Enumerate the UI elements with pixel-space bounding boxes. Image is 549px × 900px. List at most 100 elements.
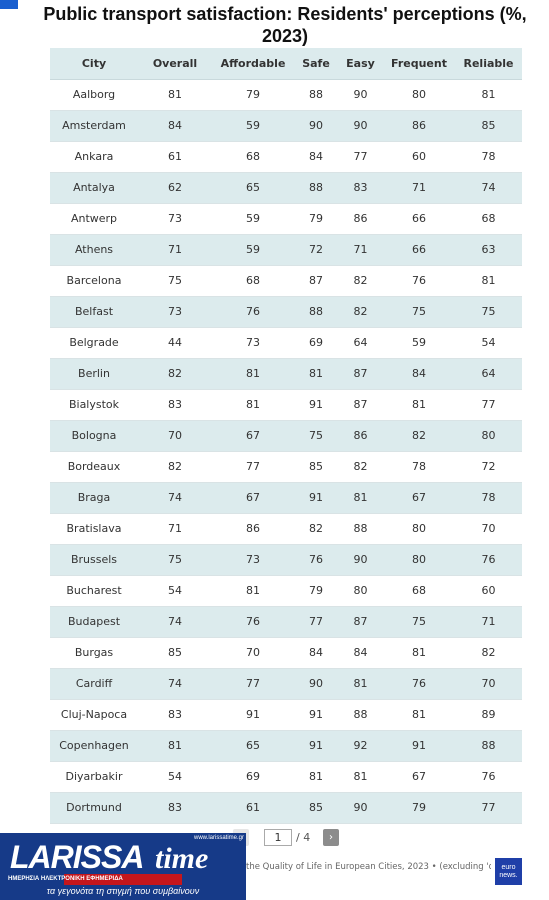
cell-city: Barcelona (50, 265, 138, 297)
cell-reliable: 82 (455, 637, 522, 669)
table-row: Belgrade 44 73 69 64 59 54 (50, 327, 522, 359)
cell-overall: 71 (138, 234, 212, 266)
column-header-affordable[interactable]: Affordable (212, 48, 294, 80)
cell-reliable: 54 (455, 327, 522, 359)
source-note: the Quality of Life in European Cities, … (246, 862, 491, 872)
cell-safe: 88 (294, 172, 338, 204)
satisfaction-table: City Overall Affordable Safe Easy Freque… (50, 48, 522, 824)
cell-easy: 77 (338, 141, 383, 173)
cell-overall: 83 (138, 699, 212, 731)
cell-safe: 75 (294, 420, 338, 452)
cell-city: Burgas (50, 637, 138, 669)
table-row: Bologna 70 67 75 86 82 80 (50, 420, 522, 452)
cell-frequent: 67 (383, 482, 455, 514)
cell-easy: 71 (338, 234, 383, 266)
cell-frequent: 80 (383, 544, 455, 576)
column-header-city[interactable]: City (50, 48, 138, 80)
cell-affordable: 81 (212, 575, 294, 607)
cell-affordable: 59 (212, 110, 294, 142)
column-header-overall[interactable]: Overall (138, 48, 212, 80)
column-header-reliable[interactable]: Reliable (455, 48, 522, 80)
cell-reliable: 81 (455, 265, 522, 297)
cell-reliable: 78 (455, 141, 522, 173)
cell-easy: 87 (338, 606, 383, 638)
cell-safe: 69 (294, 327, 338, 359)
table-row: Diyarbakir 54 69 81 81 67 76 (50, 761, 522, 793)
column-header-frequent[interactable]: Frequent (383, 48, 455, 80)
cell-city: Aalborg (50, 79, 138, 111)
next-page-button[interactable]: › (323, 829, 339, 846)
table-row: Berlin 82 81 81 87 84 64 (50, 358, 522, 390)
cell-affordable: 73 (212, 544, 294, 576)
table-row: Cluj-Napoca 83 91 91 88 81 89 (50, 699, 522, 731)
cell-frequent: 81 (383, 699, 455, 731)
cell-easy: 86 (338, 420, 383, 452)
cell-affordable: 76 (212, 296, 294, 328)
cell-reliable: 76 (455, 761, 522, 793)
page-number-input[interactable] (264, 829, 292, 846)
table-row: Aalborg 81 79 88 90 80 81 (50, 79, 522, 111)
cell-city: Cluj-Napoca (50, 699, 138, 731)
page-total: / 4 (296, 831, 311, 844)
cell-easy: 81 (338, 668, 383, 700)
cell-city: Antwerp (50, 203, 138, 235)
banner-wordmark: LARISSA time (10, 839, 238, 875)
cell-reliable: 85 (455, 110, 522, 142)
cell-city: Braga (50, 482, 138, 514)
cell-overall: 75 (138, 544, 212, 576)
cell-reliable: 76 (455, 544, 522, 576)
cell-frequent: 66 (383, 234, 455, 266)
cell-safe: 81 (294, 358, 338, 390)
cell-overall: 84 (138, 110, 212, 142)
cell-frequent: 86 (383, 110, 455, 142)
cell-safe: 85 (294, 451, 338, 483)
cell-overall: 82 (138, 451, 212, 483)
cell-easy: 87 (338, 358, 383, 390)
cell-affordable: 77 (212, 451, 294, 483)
cell-reliable: 71 (455, 606, 522, 638)
cell-frequent: 81 (383, 637, 455, 669)
cell-frequent: 91 (383, 730, 455, 762)
cell-city: Budapest (50, 606, 138, 638)
cell-affordable: 86 (212, 513, 294, 545)
cell-safe: 82 (294, 513, 338, 545)
cell-safe: 79 (294, 575, 338, 607)
cell-frequent: 67 (383, 761, 455, 793)
cell-overall: 81 (138, 730, 212, 762)
cell-reliable: 77 (455, 389, 522, 421)
cell-reliable: 74 (455, 172, 522, 204)
cell-overall: 83 (138, 389, 212, 421)
cell-frequent: 84 (383, 358, 455, 390)
larissatime-banner[interactable]: www.larissatime.gr LARISSA time ΗΜΕΡΗΣΙΑ… (0, 833, 246, 900)
cell-frequent: 82 (383, 420, 455, 452)
cell-overall: 81 (138, 79, 212, 111)
cell-reliable: 81 (455, 79, 522, 111)
cell-city: Bologna (50, 420, 138, 452)
cell-overall: 70 (138, 420, 212, 452)
cell-easy: 82 (338, 296, 383, 328)
cell-city: Bialystok (50, 389, 138, 421)
cell-affordable: 79 (212, 79, 294, 111)
cell-frequent: 78 (383, 451, 455, 483)
column-header-safe[interactable]: Safe (294, 48, 338, 80)
cell-city: Bucharest (50, 575, 138, 607)
column-header-easy[interactable]: Easy (338, 48, 383, 80)
table-row: Athens 71 59 72 71 66 63 (50, 234, 522, 266)
cell-overall: 73 (138, 203, 212, 235)
table-row: Antwerp 73 59 79 86 66 68 (50, 203, 522, 235)
table-row: Brussels 75 73 76 90 80 76 (50, 544, 522, 576)
cell-overall: 74 (138, 606, 212, 638)
cell-city: Diyarbakir (50, 761, 138, 793)
cell-reliable: 70 (455, 668, 522, 700)
cell-overall: 61 (138, 141, 212, 173)
cell-city: Dortmund (50, 792, 138, 824)
banner-word-accent: time (155, 842, 209, 875)
cell-safe: 72 (294, 234, 338, 266)
cell-easy: 90 (338, 110, 383, 142)
cell-reliable: 75 (455, 296, 522, 328)
cell-overall: 44 (138, 327, 212, 359)
cell-overall: 85 (138, 637, 212, 669)
cell-affordable: 61 (212, 792, 294, 824)
cell-easy: 83 (338, 172, 383, 204)
cell-safe: 91 (294, 389, 338, 421)
